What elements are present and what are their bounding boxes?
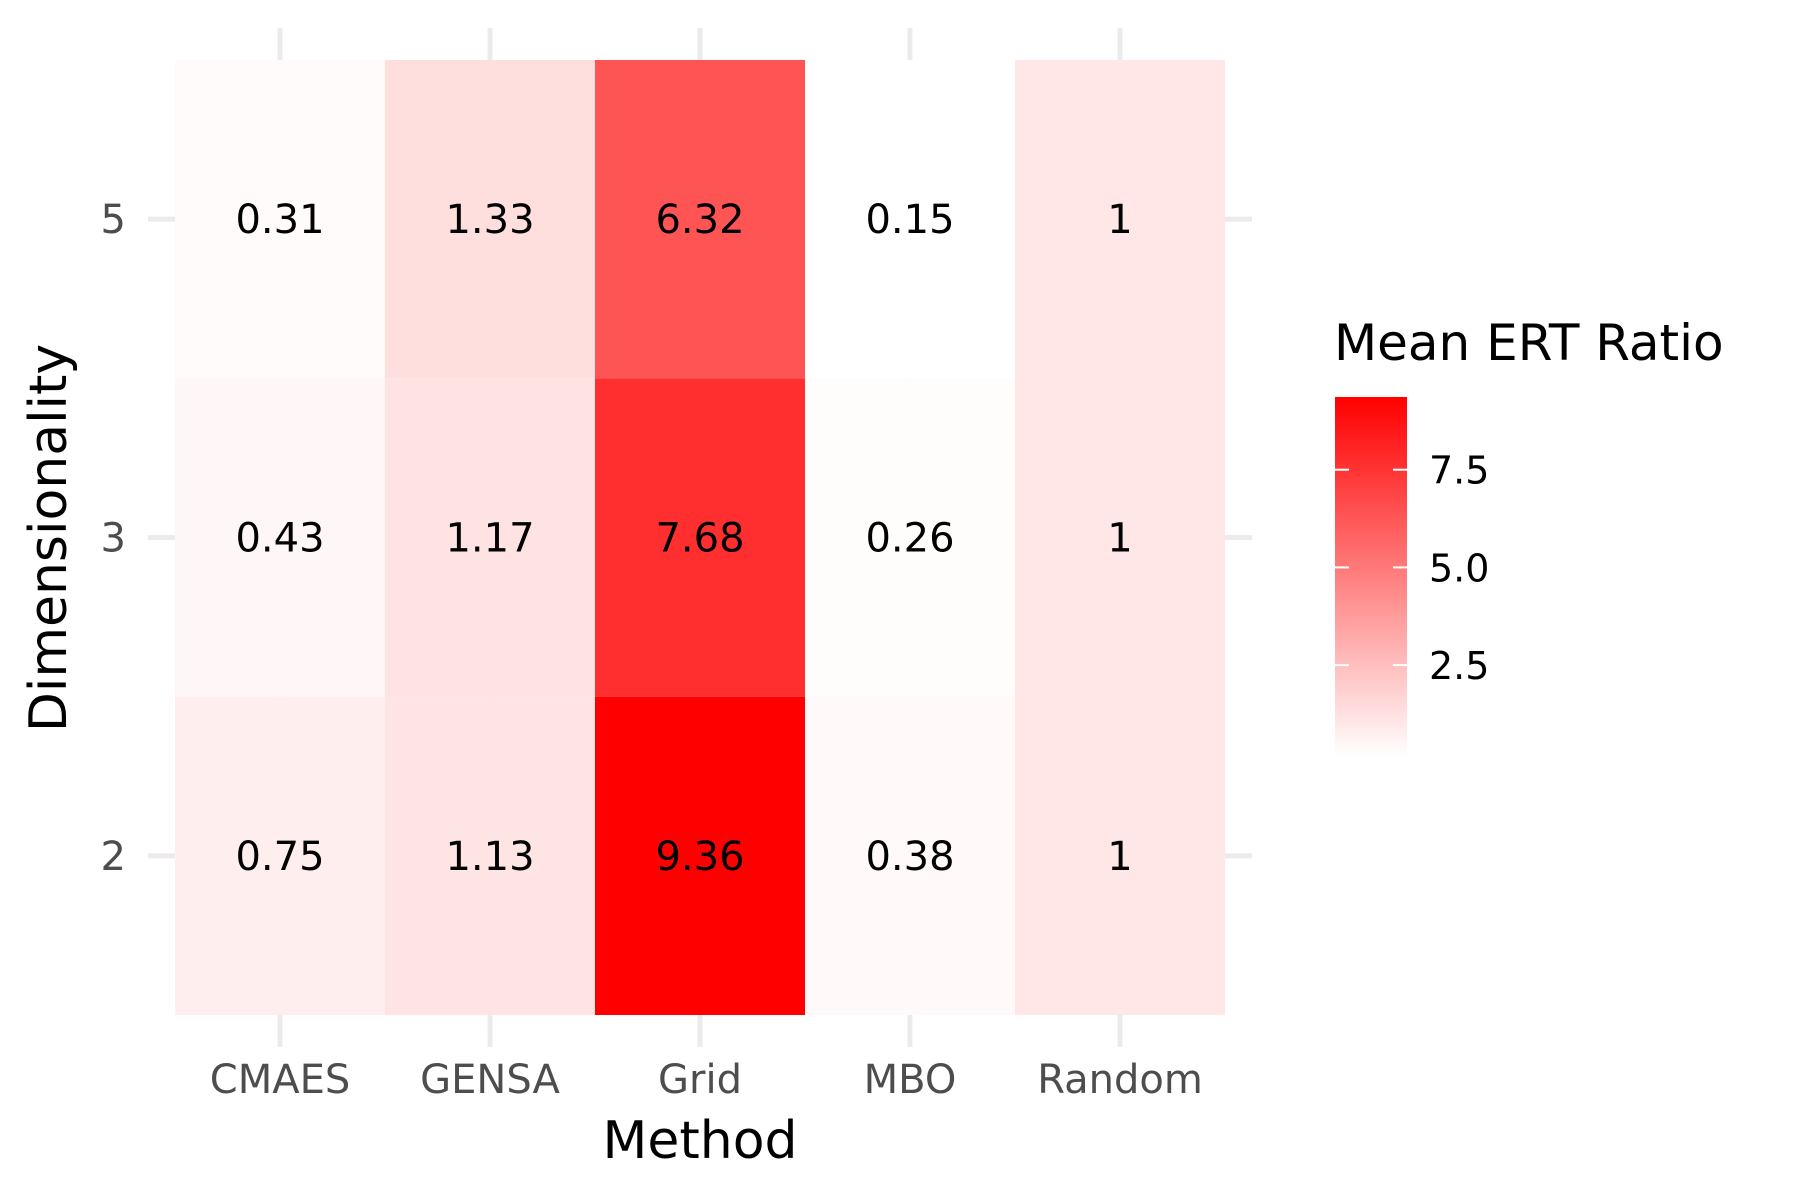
heatmap-cell-grid-3 xyxy=(595,378,805,697)
cell-value-label: 1 xyxy=(1107,834,1132,880)
y-axis: 2 3 5 xyxy=(101,197,126,880)
x-tick-label: GENSA xyxy=(420,1057,560,1103)
cell-value-label: 7.68 xyxy=(655,516,744,562)
y-tick-label: 3 xyxy=(101,516,126,562)
cell-value-label: 1.17 xyxy=(445,516,534,562)
cell-value-label: 0.43 xyxy=(235,516,324,562)
heatmap-cell-gensa-5 xyxy=(385,60,595,379)
x-axis-title: Method xyxy=(602,1111,797,1171)
cell-value-label: 6.32 xyxy=(655,197,744,243)
y-axis-title: Dimensionality xyxy=(19,344,79,732)
cell-value-label: 0.26 xyxy=(865,516,954,562)
x-axis: CMAES GENSA Grid MBO Random xyxy=(210,1057,1203,1103)
legend-tick-label: 7.5 xyxy=(1429,449,1489,493)
legend-ticks: 2.5 5.0 7.5 xyxy=(1335,449,1489,688)
y-tick-label: 5 xyxy=(101,197,126,243)
heatmap-cell-cmaes-3 xyxy=(175,378,385,697)
x-tick-label: Random xyxy=(1037,1057,1203,1103)
heatmap-cell-grid-5 xyxy=(595,60,805,379)
legend-colorbar xyxy=(1335,397,1407,757)
heatmap-cells xyxy=(175,60,1225,1015)
cell-value-label: 9.36 xyxy=(655,834,744,880)
legend-tick-label: 2.5 xyxy=(1429,644,1489,688)
x-tick-label: Grid xyxy=(658,1057,742,1103)
cell-value-label: 1 xyxy=(1107,197,1132,243)
heatmap-cell-mbo-3 xyxy=(805,378,1015,697)
x-tick-label: CMAES xyxy=(210,1057,350,1103)
legend-title: Mean ERT Ratio xyxy=(1334,314,1724,372)
color-legend: Mean ERT Ratio 2.5 5.0 7.5 xyxy=(1334,314,1724,757)
heatmap-cell-random-5 xyxy=(1015,60,1225,379)
heatmap-cell-random-3 xyxy=(1015,378,1225,697)
heatmap-cell-mbo-2 xyxy=(805,696,1015,1015)
cell-value-labels: 0.31 1.33 6.32 0.15 1 0.43 1.17 7.68 0.26 1 0.75 1.… xyxy=(235,197,1132,880)
heatmap-cell-gensa-3 xyxy=(385,378,595,697)
heatmap-cell-cmaes-2 xyxy=(175,696,385,1015)
cell-value-label: 1.13 xyxy=(445,834,534,880)
cell-value-label: 0.75 xyxy=(235,834,324,880)
heatmap-cell-gensa-2 xyxy=(385,696,595,1015)
x-tick-label: MBO xyxy=(864,1057,957,1103)
cell-value-label: 0.15 xyxy=(865,197,954,243)
legend-tick-label: 5.0 xyxy=(1429,546,1489,590)
heatmap-cell-grid-2 xyxy=(595,696,805,1015)
heatmap-cell-cmaes-5 xyxy=(175,60,385,379)
heatmap-cell-random-2 xyxy=(1015,696,1225,1015)
heatmap-cell-mbo-5 xyxy=(805,60,1015,379)
y-tick-label: 2 xyxy=(101,834,126,880)
cell-value-label: 0.31 xyxy=(235,197,324,243)
cell-value-label: 1.33 xyxy=(445,197,534,243)
cell-value-label: 1 xyxy=(1107,516,1132,562)
cell-value-label: 0.38 xyxy=(865,834,954,880)
